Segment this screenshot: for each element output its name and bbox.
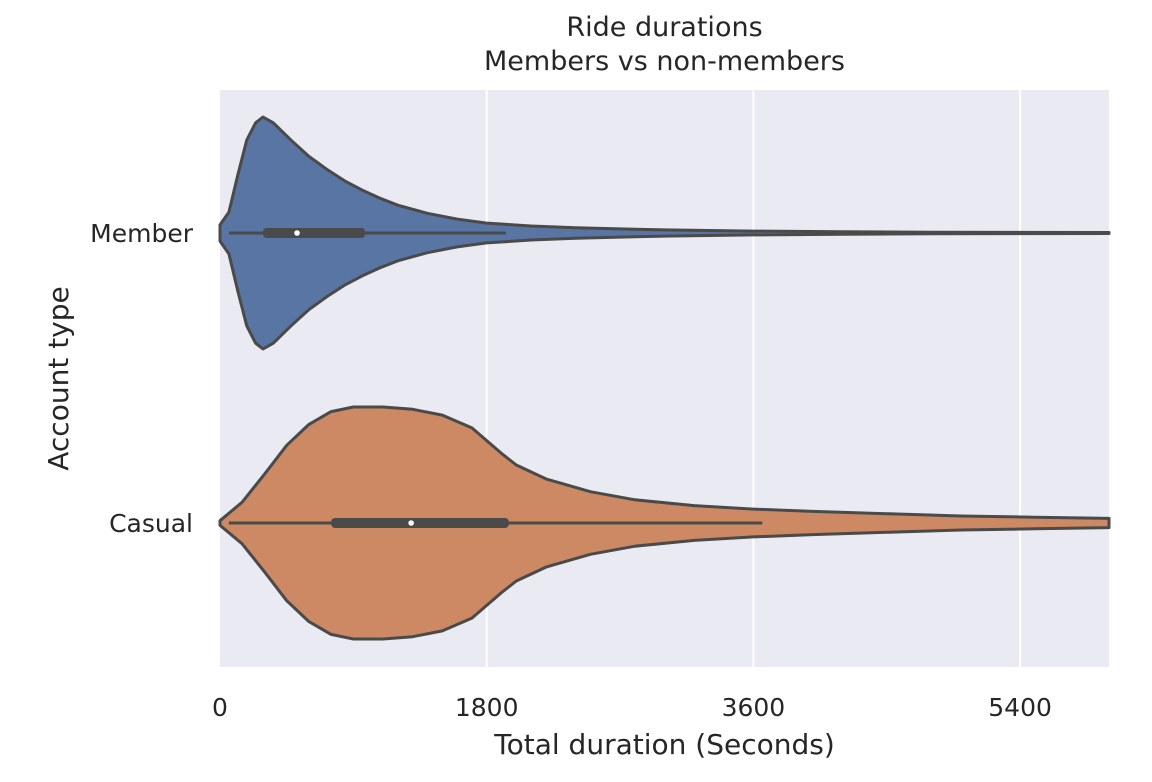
box-member: [262, 228, 366, 238]
y-tick-labels: Member Casual: [90, 219, 194, 538]
x-tick-label: 0: [212, 693, 228, 722]
y-axis-label: Account type: [42, 286, 75, 471]
x-tick-label: 5400: [988, 693, 1052, 722]
violin-member: [218, 115, 1111, 351]
x-axis-label: Total duration (Seconds): [493, 728, 835, 761]
x-tick-label: 3600: [722, 693, 786, 722]
chart-subtitle: Members vs non-members: [484, 46, 845, 77]
chart-title: Ride durations: [566, 12, 763, 43]
y-tick-label: Casual: [109, 509, 193, 538]
violins: [218, 115, 1111, 641]
median-casual: [408, 520, 414, 526]
x-tick-labels: 0 1800 3600 5400: [212, 693, 1052, 722]
median-member: [294, 230, 300, 236]
y-tick-label: Member: [90, 219, 194, 248]
x-tick-label: 1800: [455, 693, 519, 722]
box-casual: [331, 518, 509, 528]
